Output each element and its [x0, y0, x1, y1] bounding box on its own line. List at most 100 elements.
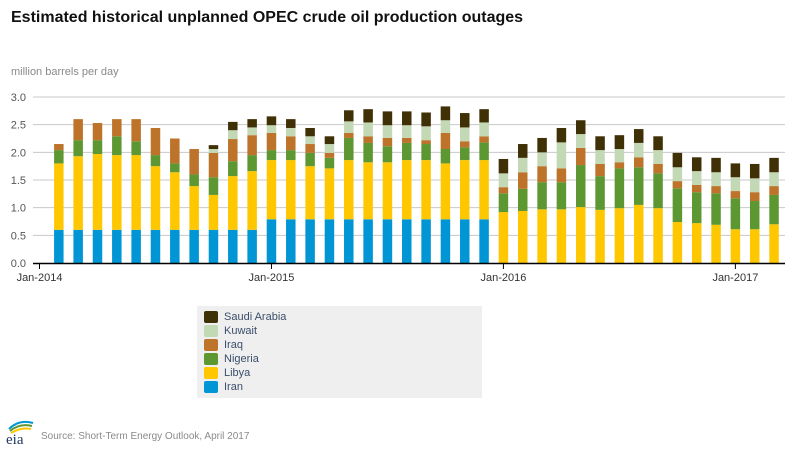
legend-swatch	[204, 325, 218, 337]
bar-segment-iran	[286, 219, 296, 263]
bar-segment-saudi-arabia	[440, 106, 451, 121]
y-tick-label: 3.0	[11, 92, 26, 104]
bar-segment-iraq	[556, 168, 567, 183]
bar-segment-saudi-arabia	[228, 121, 238, 131]
bar-segment-saudi-arabia	[672, 152, 683, 168]
bar-segment-saudi-arabia	[730, 163, 741, 178]
bar-segment-nigeria	[131, 141, 141, 156]
bar-segment-kuwait	[228, 130, 238, 140]
bar-segment-saudi-arabia	[518, 144, 528, 158]
bar-segment-nigeria	[324, 157, 335, 169]
bar-stack	[711, 157, 721, 263]
bar-segment-kuwait	[518, 157, 528, 173]
bar-segment-iraq	[112, 119, 122, 137]
bar-segment-iraq	[150, 127, 161, 156]
legend-label: Libya	[224, 367, 251, 379]
bar-segment-iraq	[286, 136, 296, 151]
bar-segment-libya	[189, 186, 199, 230]
y-tick-label: 2.0	[11, 147, 26, 159]
bar-segment-libya	[305, 166, 315, 220]
bar-segment-saudi-arabia	[324, 136, 335, 145]
bar-stack	[575, 120, 586, 263]
bar-segment-nigeria	[711, 193, 721, 225]
bar-segment-kuwait	[498, 173, 509, 188]
bar-segment-nigeria	[402, 142, 412, 161]
bar-segment-iran	[112, 229, 122, 263]
bar-segment-nigeria	[653, 173, 663, 209]
bar-segment-libya	[498, 212, 509, 263]
legend-item-libya: Libya	[204, 366, 250, 380]
legend-label: Iran	[224, 381, 243, 393]
bar-segment-nigeria	[498, 193, 509, 213]
bar-segment-iraq	[479, 136, 489, 143]
bar-segment-iraq	[131, 119, 141, 142]
y-tick-label: 1.0	[11, 203, 26, 215]
bar-segment-iraq	[595, 163, 605, 177]
bar-segment-nigeria	[672, 188, 683, 223]
bar-stack	[266, 116, 277, 263]
bar-segment-saudi-arabia	[556, 127, 567, 143]
bar-stack	[614, 135, 625, 263]
bar-segment-libya	[556, 209, 567, 263]
stacked-bar-chart: 0.00.51.01.52.02.53.0 Jan-2014 Jan-2015 Ja…	[11, 92, 785, 284]
source-note: Source: Short-Term Energy Outlook, April…	[41, 431, 250, 442]
bar-stack	[537, 137, 547, 263]
bar-stack	[633, 129, 644, 263]
bar-segment-nigeria	[92, 140, 103, 154]
bar-segment-iraq	[421, 140, 431, 145]
bar-segment-libya	[73, 156, 83, 230]
bar-segment-iran	[305, 219, 315, 263]
bar-segment-iraq	[54, 144, 64, 151]
bar-segment-nigeria	[769, 194, 779, 225]
bar-stack	[189, 149, 199, 263]
bar-stack	[112, 119, 122, 263]
bar-segment-iraq	[614, 162, 625, 169]
bar-segment-nigeria	[208, 177, 219, 195]
bar-segment-iraq	[440, 132, 451, 150]
bar-segment-libya	[402, 160, 412, 220]
bar-segment-libya	[749, 229, 760, 263]
bar-stack	[324, 136, 335, 263]
bar-segment-iraq	[749, 192, 760, 202]
bar-segment-iraq	[730, 191, 741, 199]
bar-stack	[54, 144, 64, 263]
bar-segment-libya	[112, 155, 122, 230]
bar-segment-saudi-arabia	[711, 157, 721, 173]
bar-segment-saudi-arabia	[595, 136, 605, 151]
bar-segment-libya	[518, 210, 528, 263]
bar-segment-kuwait	[402, 125, 412, 138]
bar-segment-kuwait	[286, 127, 296, 137]
bar-stack	[363, 109, 373, 263]
x-axis: Jan-2014 Jan-2015 Jan-2016 Jan-2017	[17, 262, 785, 284]
bar-stack	[344, 110, 354, 263]
legend-item-nigeria: Nigeria	[204, 352, 259, 366]
bar-segment-libya	[286, 160, 296, 220]
bar-stack	[691, 157, 702, 263]
bar-segment-kuwait	[769, 172, 779, 187]
bar-segment-iran	[402, 219, 412, 263]
bar-segment-iran	[228, 229, 238, 263]
legend-label: Kuwait	[224, 325, 258, 337]
bar-stack	[440, 106, 451, 263]
bar-stack	[595, 136, 605, 263]
bar-segment-nigeria	[691, 192, 702, 224]
bar-segment-libya	[150, 166, 161, 230]
bar-stack	[402, 111, 412, 263]
bar-segment-iraq	[73, 119, 83, 141]
bar-stack	[672, 152, 683, 263]
bar-segment-libya	[247, 171, 257, 230]
bar-segment-nigeria	[73, 140, 83, 157]
y-tick-label: 0.0	[11, 258, 26, 270]
bar-segment-nigeria	[749, 201, 760, 230]
legend-swatch	[204, 353, 218, 365]
bar-segment-kuwait	[208, 149, 219, 153]
bar-segment-libya	[769, 224, 779, 263]
bar-segment-iran	[150, 229, 161, 263]
bar-segment-libya	[382, 162, 393, 220]
bar-segment-nigeria	[344, 137, 354, 161]
legend-label: Iraq	[224, 339, 243, 351]
bar-segment-saudi-arabia	[402, 111, 412, 126]
bar-segment-iran	[344, 219, 354, 263]
bar-segment-nigeria	[363, 142, 373, 163]
bar-segment-libya	[208, 194, 219, 230]
